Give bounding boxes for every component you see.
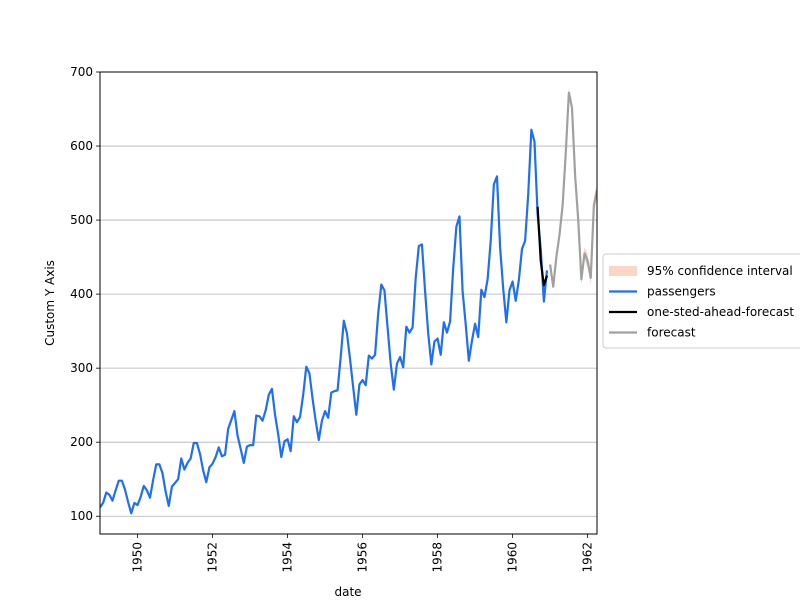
x-tick-label: 1958: [431, 542, 445, 573]
legend-label: passengers: [647, 285, 716, 299]
x-tick-label: 1962: [581, 542, 595, 573]
x-tick-label: 1960: [506, 542, 520, 573]
legend-label: 95% confidence interval: [647, 264, 793, 278]
legend-frame: [602, 253, 800, 349]
series-line-passengers: [100, 128, 549, 515]
x-tick-label: 1950: [131, 542, 145, 573]
x-tick-label: 1954: [281, 542, 295, 573]
x-axis-title: date: [334, 585, 361, 599]
y-tick-label: 200: [70, 435, 93, 449]
gridlines: [100, 71, 597, 517]
x-tick-label: 1952: [206, 542, 220, 573]
y-tick-label: 400: [70, 287, 93, 301]
y-axis: 100 200 300 400 500 600 700: [70, 65, 100, 523]
y-tick-label: 600: [70, 139, 93, 153]
series-line-forecast: [549, 91, 597, 288]
series-line-one-sted-ahead-forecast: [536, 206, 549, 287]
legend-label: forecast: [647, 326, 696, 340]
y-tick-label: 700: [70, 65, 93, 79]
y-tick-label: 500: [70, 213, 93, 227]
x-axis: 1950 1952 1954 1956 1958 1960 1962: [131, 534, 595, 573]
legend-swatch: [609, 266, 637, 276]
legend: 95% confidence interval passengers one-ste…: [602, 253, 800, 349]
y-tick-label: 300: [70, 361, 93, 375]
x-tick-label: 1956: [356, 542, 370, 573]
y-tick-label: 100: [70, 509, 93, 523]
legend-label: one-sted-ahead-forecast: [647, 305, 794, 319]
y-axis-title: Custom Y Axis: [43, 260, 57, 346]
plot-series: [100, 87, 597, 515]
plot-frame: [99, 71, 598, 535]
